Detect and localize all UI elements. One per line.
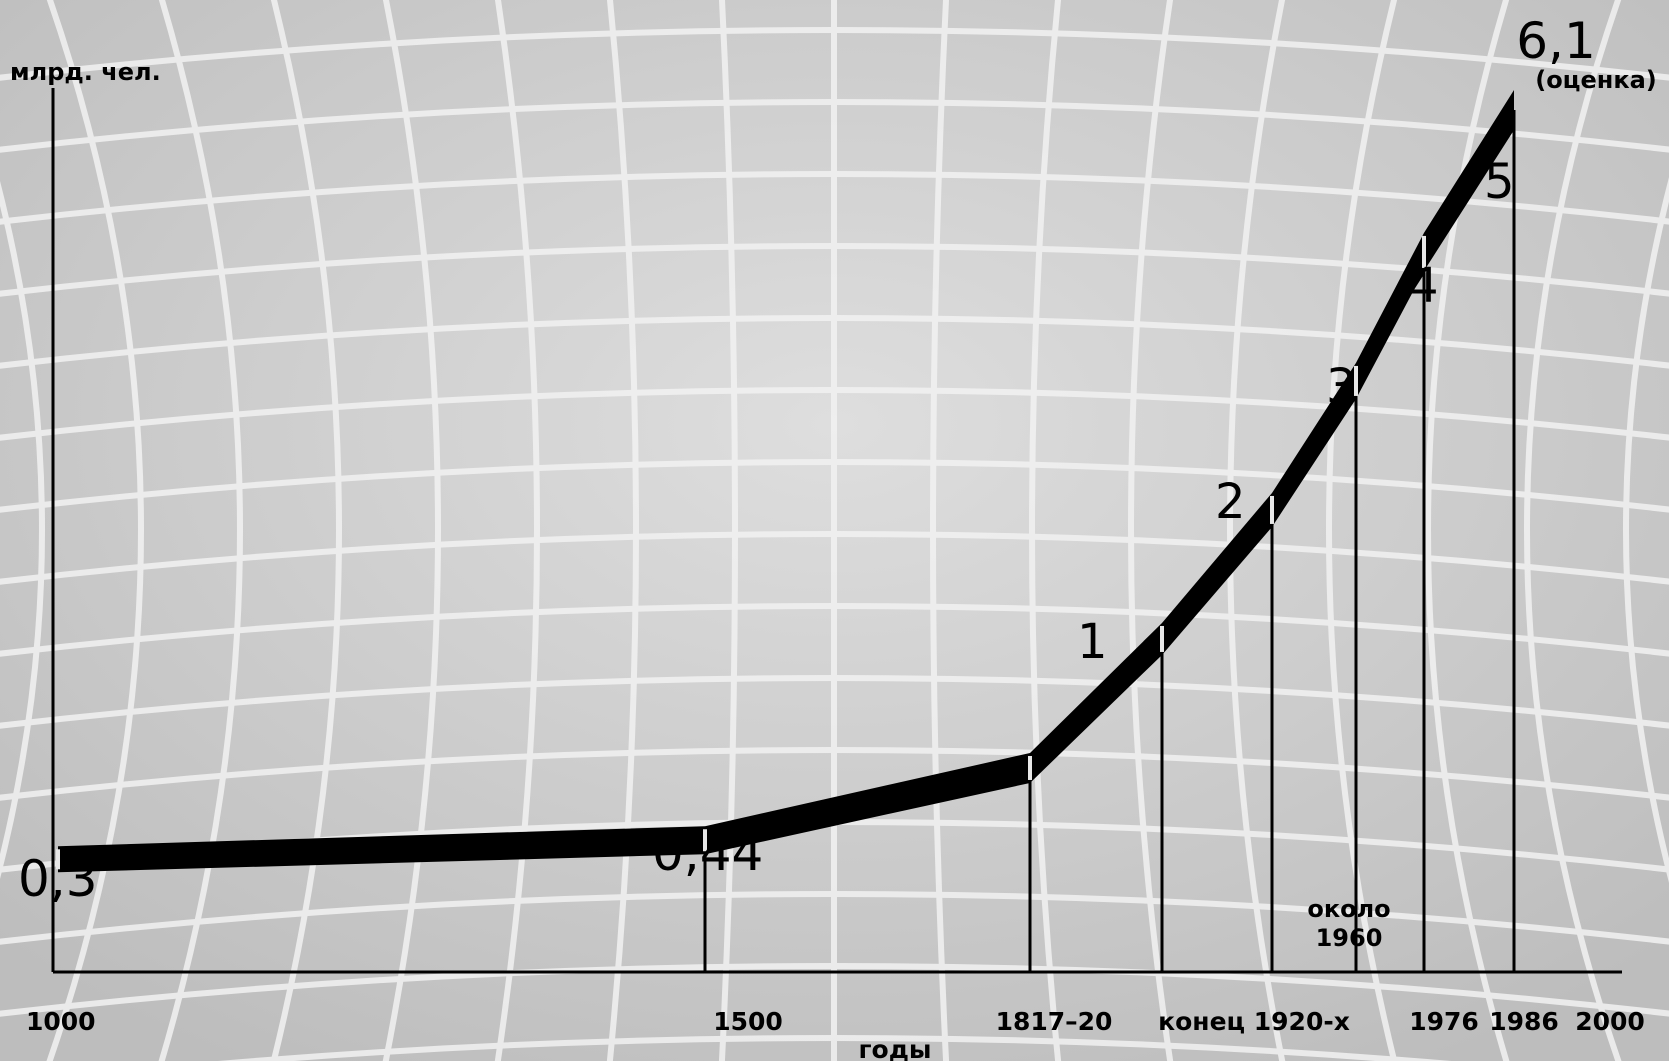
tick-label-1817: 1817–20 (996, 1007, 1113, 1036)
point-label-1000: 0,3 (18, 850, 98, 908)
around-1960-line1: около (1307, 895, 1390, 923)
band-notch (1028, 755, 1032, 780)
band-notch (703, 829, 707, 852)
around-1960-line2: 1960 (1316, 924, 1383, 952)
tick-label-2000: 2000 (1575, 1007, 1645, 1036)
point-label-1817: 1 (1077, 614, 1108, 670)
band-notch (1270, 495, 1274, 524)
point-label-1976: 4 (1408, 258, 1439, 314)
drop-lines (703, 110, 1516, 972)
band-notch (1354, 365, 1358, 396)
x-axis-label: годы (858, 1035, 931, 1061)
point-label-1986: 5 (1484, 154, 1515, 210)
band-notch (1422, 235, 1426, 268)
point-label-1500: 0,44 (652, 824, 763, 882)
estimate-note: (оценка) (1535, 66, 1657, 94)
tick-label-1000: 1000 (26, 1007, 96, 1036)
tick-label-1920: конец 1920-х (1158, 1007, 1350, 1036)
tick-label-1500: 1500 (713, 1007, 783, 1036)
tick-label-1976: 1976 (1409, 1007, 1479, 1036)
point-label-1960: 3 (1326, 359, 1357, 415)
band-notches (56, 235, 1426, 870)
band-notch (56, 849, 60, 870)
y-axis-label: млрд. чел. (10, 58, 161, 86)
tick-label-1986: 1986 (1489, 1007, 1559, 1036)
point-label-2000: 6,1 (1516, 12, 1596, 70)
band-notch (1160, 625, 1164, 652)
point-label-1920: 2 (1215, 474, 1246, 530)
